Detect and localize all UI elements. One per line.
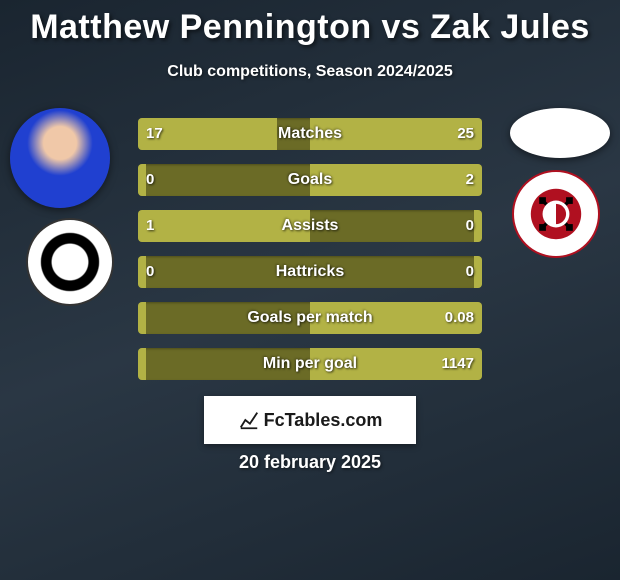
stat-label: Matches: [138, 118, 482, 150]
page-subtitle: Club competitions, Season 2024/2025: [0, 63, 620, 81]
club-badge-left: [26, 218, 114, 306]
page-title: Matthew Pennington vs Zak Jules: [0, 0, 620, 47]
stat-label: Goals per match: [138, 302, 482, 334]
stat-bars: 1725Matches 02Goals 10Assists 00Hattricks 0.…: [138, 118, 482, 394]
stat-row: 0.08Goals per match: [138, 302, 482, 334]
stat-row: 00Hattricks: [138, 256, 482, 288]
stat-row: 10Assists: [138, 210, 482, 242]
stat-label: Min per goal: [138, 348, 482, 380]
stat-label: Hattricks: [138, 256, 482, 288]
player-avatar-left: [10, 108, 110, 208]
player-avatar-right: [510, 108, 610, 158]
stat-row: 1147Min per goal: [138, 348, 482, 380]
chart-icon: [238, 409, 260, 431]
club-badge-right: [512, 170, 600, 258]
site-logo-text: FcTables.com: [264, 410, 383, 431]
site-logo[interactable]: FcTables.com: [204, 396, 416, 444]
snapshot-date: 20 february 2025: [0, 452, 620, 473]
stat-label: Assists: [138, 210, 482, 242]
stat-row: 1725Matches: [138, 118, 482, 150]
stat-row: 02Goals: [138, 164, 482, 196]
stat-label: Goals: [138, 164, 482, 196]
